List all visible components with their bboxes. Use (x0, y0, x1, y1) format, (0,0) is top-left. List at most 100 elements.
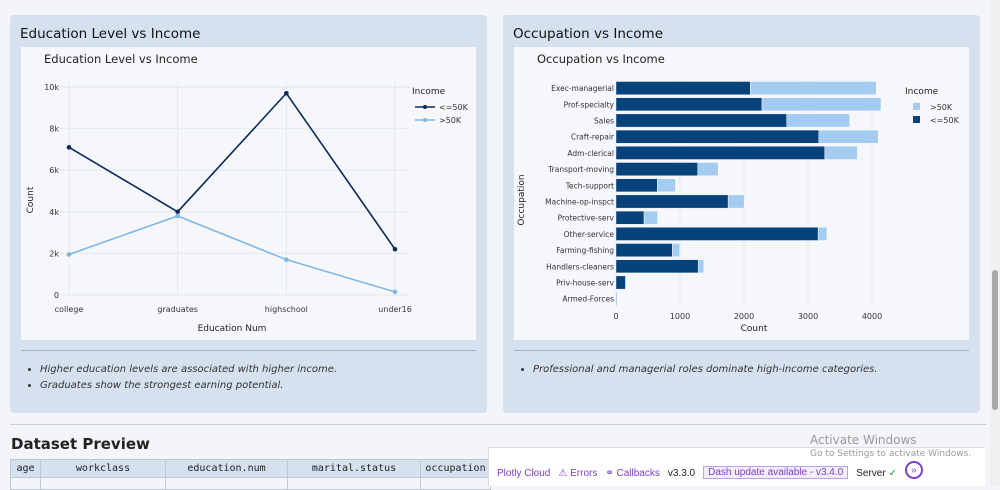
x-tick-label: 4000 (862, 312, 882, 321)
data-point (66, 145, 72, 150)
errors-label: Errors (570, 468, 598, 479)
x-tick-label: 2000 (734, 312, 754, 321)
divider (10, 424, 986, 425)
bar-segment (697, 259, 704, 274)
bar-segment (615, 227, 819, 241)
y-tick-label: 2k (49, 249, 59, 258)
chart-title: Education Level vs Income (44, 52, 198, 66)
bar-segment (615, 146, 826, 160)
bar-segment (615, 113, 787, 128)
legend-marker (423, 105, 427, 109)
chart-title: Occupation vs Income (537, 52, 665, 66)
bar-segment (615, 194, 729, 209)
y-tick-label: Craft-repair (571, 133, 615, 142)
scrollbar[interactable] (990, 0, 1000, 486)
legend-marker (423, 118, 427, 122)
server-label: Server (856, 468, 886, 479)
series-line (68, 215, 396, 293)
data-point (392, 246, 398, 252)
plotly-cloud-button[interactable]: Plotly Cloud (497, 468, 551, 479)
bar-segment (817, 227, 828, 241)
column-header[interactable]: age (10, 459, 41, 478)
bar-segment (824, 146, 858, 160)
y-tick-label: Sales (594, 117, 614, 126)
legend-swatch (913, 103, 920, 110)
x-tick-label: highschool (265, 305, 308, 314)
server-status: Server ✓ (856, 468, 897, 479)
legend-swatch (913, 116, 920, 123)
data-point (175, 213, 180, 219)
y-tick-label: Protective-serv (558, 214, 615, 223)
insight: Higher education levels are associated w… (40, 362, 337, 378)
y-tick-label: 10k (44, 83, 59, 92)
y-tick-label: Machine-op-inspct (545, 198, 614, 207)
activate-windows-hint: Go to Settings to activate Windows. (810, 449, 972, 459)
legend-label: >50K (930, 103, 953, 112)
card-title: Occupation vs Income (513, 26, 664, 42)
bar-segment (643, 210, 658, 225)
warning-icon: ⚠ (558, 468, 571, 479)
y-tick-label: Transport-moving (547, 165, 614, 174)
insight: Professional and managerial roles domina… (533, 362, 878, 378)
y-tick-label: Prof-specialty (564, 100, 615, 109)
callbacks-icon: ⚭ (605, 468, 617, 479)
column-header[interactable]: marital.status (287, 459, 421, 478)
y-tick-label: 8k (49, 125, 59, 134)
x-tick-label: 3000 (798, 312, 818, 321)
bar-segment (615, 178, 658, 193)
y-tick-label: Farming-fishing (556, 246, 614, 255)
y-tick-label: Exec-managerial (551, 84, 614, 93)
x-axis-title: Count (741, 324, 768, 334)
legend-title: Income (905, 87, 939, 97)
column-header[interactable]: occupation (420, 459, 491, 478)
activate-windows-watermark: Activate Windows (810, 433, 917, 447)
education-card: Education Level vs Income Education Leve… (10, 15, 487, 413)
y-tick-label: 0 (54, 291, 59, 300)
legend-label: >50K (439, 116, 462, 125)
education-line-chart[interactable]: Education Level vs Income 0 2k 4k 6k 8k 10k col… (21, 47, 476, 340)
bar-segment (818, 129, 879, 144)
bar-segment (615, 97, 763, 112)
callbacks-label: Callbacks (616, 468, 660, 479)
legend-title: Income (412, 87, 446, 97)
data-point (284, 90, 289, 96)
dataset-table: age workclass education.num marital.stat… (10, 459, 491, 490)
data-point (66, 252, 72, 257)
y-tick-label: Tech-support (565, 181, 614, 190)
y-axis-title: Occupation (517, 174, 527, 225)
update-badge[interactable]: Dash update available - v3.4.0 (703, 466, 849, 479)
bar-segment (615, 162, 698, 176)
legend-label: <=50K (930, 116, 960, 125)
check-circle-icon: ✓ (888, 468, 897, 479)
insights-list: Professional and managerial roles domina… (533, 362, 878, 378)
x-tick-label: graduates (157, 305, 198, 314)
bar-segment (615, 81, 751, 95)
y-tick-label: Adm-clerical (567, 149, 614, 158)
collapse-debug-icon[interactable]: » (904, 461, 923, 479)
bar-segment (786, 113, 850, 128)
y-tick-label: Handlers-cleaners (546, 262, 614, 271)
bar-segment (625, 275, 627, 290)
column-header[interactable]: education.num (165, 459, 288, 478)
bar-segment (615, 243, 673, 257)
bar-segment (750, 81, 877, 95)
x-tick-label: 0 (613, 312, 618, 321)
occupation-card: Occupation vs Income Occupation vs Incom… (503, 15, 980, 413)
divider (21, 350, 476, 351)
card-title: Education Level vs Income (20, 26, 201, 42)
bar-segment (615, 210, 645, 225)
divider (514, 350, 969, 351)
series-line (68, 91, 396, 250)
bar-segment (761, 97, 882, 112)
errors-button[interactable]: ⚠ Errors (558, 468, 597, 479)
occupation-bar-chart[interactable]: Occupation vs Income 0 1000 2000 3000 4000 Exe… (514, 47, 969, 340)
data-point (175, 209, 180, 215)
scrollbar-thumb[interactable] (992, 270, 998, 410)
x-tick-label: 1000 (670, 312, 690, 321)
column-header[interactable]: workclass (40, 459, 166, 478)
bar-segment (615, 129, 820, 144)
y-tick-label: Priv-house-serv (556, 279, 614, 288)
callbacks-button[interactable]: ⚭ Callbacks (605, 468, 660, 479)
y-tick-label: 6k (49, 166, 59, 175)
y-tick-label: Other-service (564, 230, 615, 239)
